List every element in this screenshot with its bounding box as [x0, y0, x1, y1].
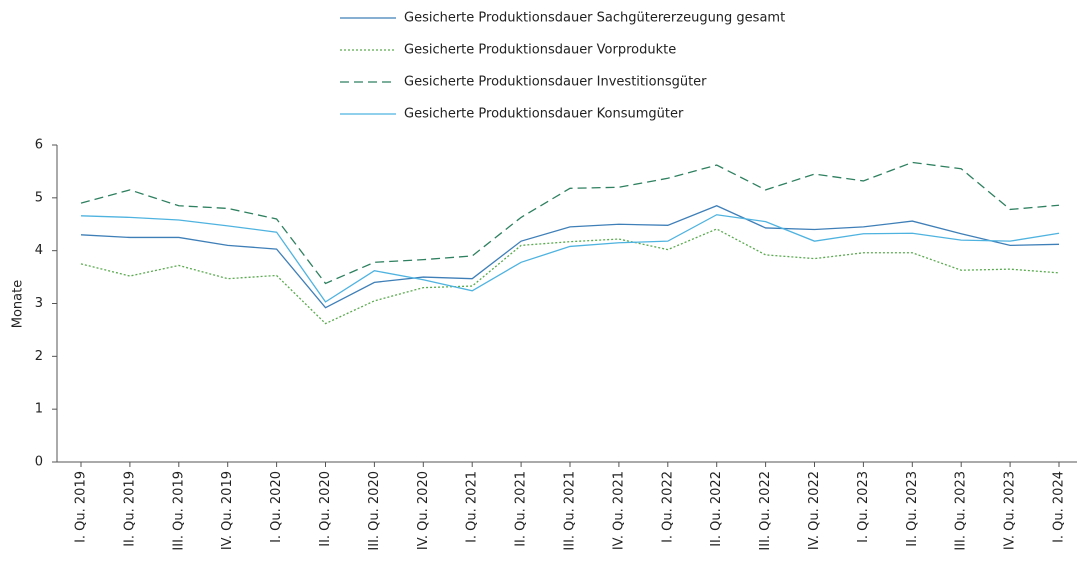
y-tick-label: 0 [35, 455, 43, 470]
legend-label: Gesicherte Produktionsdauer Konsumgüter [404, 107, 684, 122]
series-line [80, 214, 1060, 303]
x-tick-label: IV. Qu. 2021 [611, 471, 626, 550]
x-tick-label: I. Qu. 2019 [74, 471, 89, 543]
x-tick-label: II. Qu. 2021 [514, 471, 529, 547]
series-line [80, 228, 1060, 325]
y-tick-label: 1 [35, 402, 43, 417]
legend-label: Gesicherte Produktionsdauer Sachgütererz… [404, 11, 785, 26]
y-tick-label: 2 [35, 349, 43, 364]
x-tick-label: III. Qu. 2019 [171, 471, 186, 551]
y-tick-label: 4 [35, 243, 43, 258]
x-tick-label: I. Qu. 2020 [269, 471, 284, 543]
x-tick-label: II. Qu. 2019 [122, 471, 137, 547]
x-tick-label: IV. Qu. 2019 [220, 471, 235, 550]
x-tick-label: II. Qu. 2023 [905, 471, 920, 547]
y-tick-label: 5 [35, 190, 43, 205]
x-tick-label: III. Qu. 2021 [563, 471, 578, 551]
x-tick-label: IV. Qu. 2022 [807, 471, 822, 550]
legend-label: Gesicherte Produktionsdauer Vorprodukte [404, 43, 676, 58]
y-tick-label: 3 [35, 296, 43, 311]
x-tick-label: III. Qu. 2023 [954, 471, 969, 551]
y-axis-label: Monate [11, 280, 26, 328]
x-tick-label: III. Qu. 2022 [758, 471, 773, 551]
x-tick-label: I. Qu. 2024 [1052, 471, 1067, 543]
series-line [80, 161, 1060, 285]
x-tick-label: II. Qu. 2020 [318, 471, 333, 547]
x-tick-label: IV. Qu. 2023 [1003, 471, 1018, 550]
legend-label: Gesicherte Produktionsdauer Investitions… [404, 75, 707, 90]
x-tick-label: IV. Qu. 2020 [416, 471, 431, 550]
y-tick-label: 6 [35, 138, 43, 153]
x-tick-label: I. Qu. 2022 [660, 471, 675, 543]
series-line [80, 205, 1060, 309]
x-tick-label: I. Qu. 2021 [465, 471, 480, 543]
x-tick-label: I. Qu. 2023 [856, 471, 871, 543]
x-tick-label: III. Qu. 2020 [367, 471, 382, 551]
x-tick-label: II. Qu. 2022 [709, 471, 724, 547]
